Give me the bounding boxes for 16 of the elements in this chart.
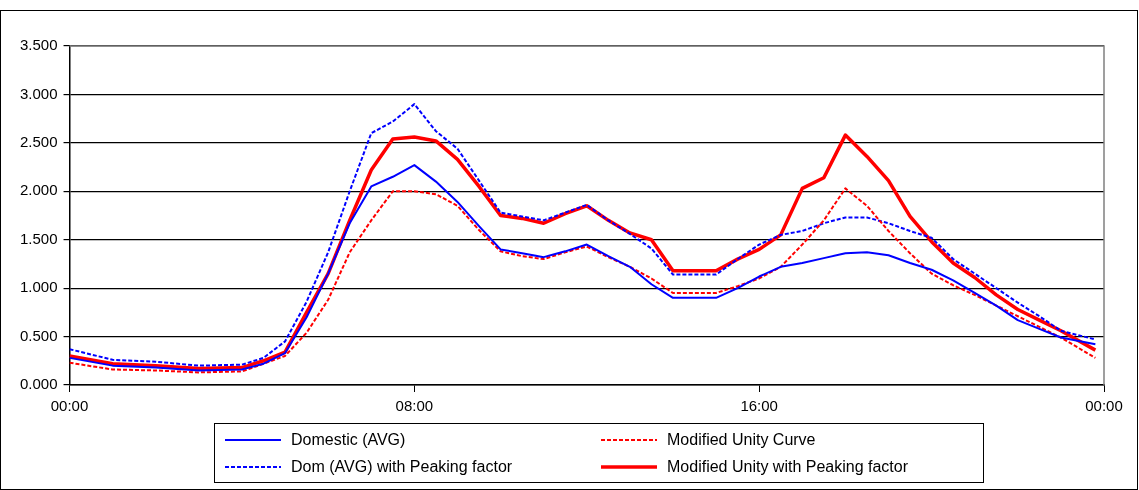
x-tick-label: 00:00	[1085, 397, 1123, 415]
y-tick-label: 0.000	[19, 375, 58, 393]
x-tick-label: 00:00	[50, 397, 89, 415]
y-tick-label: 0.500	[19, 326, 58, 344]
y-tick-label: 2.000	[19, 181, 58, 199]
x-tick-label: 16:00	[740, 397, 778, 415]
y-tick-label: 3.000	[19, 84, 58, 102]
y-tick-label: 1.500	[19, 229, 58, 247]
legend-label: Domestic (AVG)	[291, 430, 406, 449]
legend-label: Dom (AVG) with Peaking factor	[291, 457, 513, 476]
y-tick-label: 1.000	[19, 278, 58, 296]
y-tick-label: 3.500	[19, 36, 58, 54]
legend-label: Modified Unity with Peaking factor	[667, 457, 908, 476]
y-tick-label: 2.500	[19, 133, 58, 150]
x-tick-label: 08:00	[395, 397, 434, 415]
legend-label: Modified Unity Curve	[667, 430, 816, 449]
